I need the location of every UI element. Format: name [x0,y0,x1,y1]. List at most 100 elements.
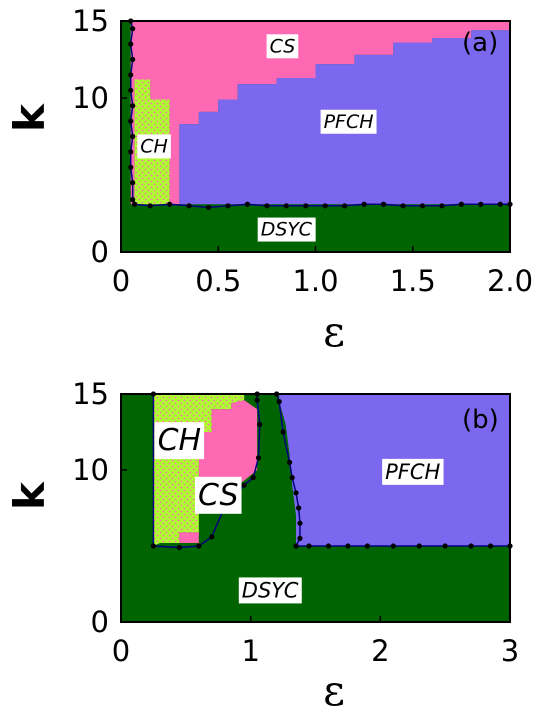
panel-a-boundary-point [186,203,192,209]
panel-b-boundary-point [306,543,312,549]
panel-b-boundary-point [289,475,295,481]
panel-a-boundary-point [400,203,406,209]
panel-a-x-tick-label: 0 [112,264,130,298]
panel-b-region-label-box [194,476,242,514]
panel-b: 0 1 2 3 0 10 15 CH CS PFCH DSYC (b) ε k [5,377,519,713]
panel-a-region-label-box [257,217,316,242]
panel-b-boundary-point [296,505,302,511]
panel-b-boundary-point [241,482,247,488]
panel-b-boundary-point [293,543,299,549]
panel-b-region-label-box [238,577,302,604]
panel-a-y-ticks: 0 10 15 [72,4,127,269]
panel-a-region-label-box [320,109,377,134]
panel-a-boundary-point [264,203,270,209]
panel-a-boundary-point [342,203,348,209]
panel-b-boundary-point [286,459,293,465]
panel-a-x-tick-label: 1.0 [292,264,338,298]
panel-a: 0 0.5 1.0 1.5 2.0 0 10 15 CS PFCH CH DSYC (a) ε k [5,4,533,356]
panel-a-boundary-point [380,201,387,207]
panel-b-boundary-point [196,543,202,549]
panel-b-boundary-point [254,397,260,403]
panel-b-y-tick-label: 0 [91,605,109,639]
panel-b-x-tick-label: 0 [112,634,130,668]
panel-b-x-ticks: 0 1 2 3 [112,616,519,668]
panel-a-boundary-point [225,203,231,209]
panel-a-region-label-pfch: PFCH [324,111,374,133]
panel-a-boundary-point [147,203,153,209]
panel-a-boundary-point [458,201,464,207]
panel-a-boundary-point [130,56,136,63]
panel-b-boundary-point [255,455,262,461]
panel-a-boundary-point [283,203,289,209]
panel-a-y-tick-label: 15 [72,4,109,38]
panel-b-y-tick-label: 15 [72,377,109,411]
panel-a-region-label-box [266,34,299,59]
panel-a-label: (a) [462,28,498,58]
panel-b-boundary-points [150,391,513,551]
panel-a-x-tick-label: 0.5 [195,264,241,298]
panel-b-boundary-point [345,543,351,549]
panel-a-boundary-point [128,41,134,47]
panel-b-region-label-ch: CH [158,423,202,458]
panel-b-boundary-point [416,543,422,549]
panel-a-region-label-ch: CH [140,135,168,157]
panel-b-boundary-point [257,421,263,427]
panel-a-region-labels: CS PFCH CH DSYC [137,34,377,242]
panel-b-boundary-point [176,544,182,551]
panel-b-region-label-box [382,458,444,485]
panel-b-boundary-point [390,543,396,549]
panel-b-label: (b) [462,405,499,435]
panel-a-x-tick-label: 1.5 [390,264,436,298]
panel-a-boundary-point [361,201,367,207]
panel-b-region-label-dsyc: DSYC [242,578,299,602]
panel-b-boundary-point [209,534,215,540]
panel-a-boundary-point [439,203,445,209]
panel-a-boundary-point [167,201,173,207]
panel-a-x-tick-label: 2.0 [487,264,533,298]
panel-a-x-ticks: 0 0.5 1.0 1.5 2.0 [112,246,533,298]
panel-b-boundary-point [487,543,494,549]
panel-b-boundary-point [276,399,282,405]
panel-a-boundary-point [128,87,134,93]
panel-a-y-tick-label: 10 [72,81,109,115]
panel-b-boundary-point [364,543,370,549]
panel-a-boundary-point [130,103,136,109]
panel-a-boundary-point [322,203,328,209]
panel-b-region-labels: CH CS PFCH DSYC [154,422,444,604]
panel-b-boundary-point [297,520,303,526]
panel-b-boundary-point [468,543,474,549]
panel-a-region-label-box [137,134,171,159]
panel-b-y-ticks: 0 10 15 [72,377,127,639]
panel-b-boundary-point [150,543,157,549]
panel-b-region-label-cs: CS [198,478,239,513]
panel-a-boundary-points [128,18,513,210]
panel-b-x-tick-label: 2 [371,634,389,668]
panel-b-boundary-point [250,475,256,481]
panel-b-region-label-pfch: PFCH [385,460,440,484]
panel-b-plot-frame [120,393,511,623]
panel-b-x-axis-label: ε [323,666,345,713]
panel-a-boundary-point [478,201,484,207]
panel-b-x-tick-label: 3 [501,634,519,668]
panel-b-boundary-point [293,490,299,496]
panel-a-y-tick-label: 0 [91,235,109,269]
panel-a-boundary-point [244,201,251,207]
panel-a-boundary-point [303,203,309,209]
panel-a-region-label-dsyc: DSYC [261,219,313,241]
panel-a-boundary-point [130,197,136,203]
panel-a-boundary-point [497,201,503,207]
panel-a-boundary-point [128,72,134,78]
panel-a-y-axis-label: k [5,103,54,132]
panel-a-boundary-point [128,164,134,170]
panel-a-region-cs [130,21,510,205]
panel-b-region-label-box [154,422,205,460]
panel-a-x-axis-label: ε [323,307,345,356]
panel-a-boundary-line [129,20,510,209]
panel-a-regions [121,21,510,252]
panel-a-boundary-point [130,133,136,140]
panel-a-boundary-point [128,149,134,155]
panel-a-region-label-cs: CS [270,35,296,57]
panel-a-boundary-point [132,201,138,207]
panel-b-y-tick-label: 10 [72,453,109,487]
